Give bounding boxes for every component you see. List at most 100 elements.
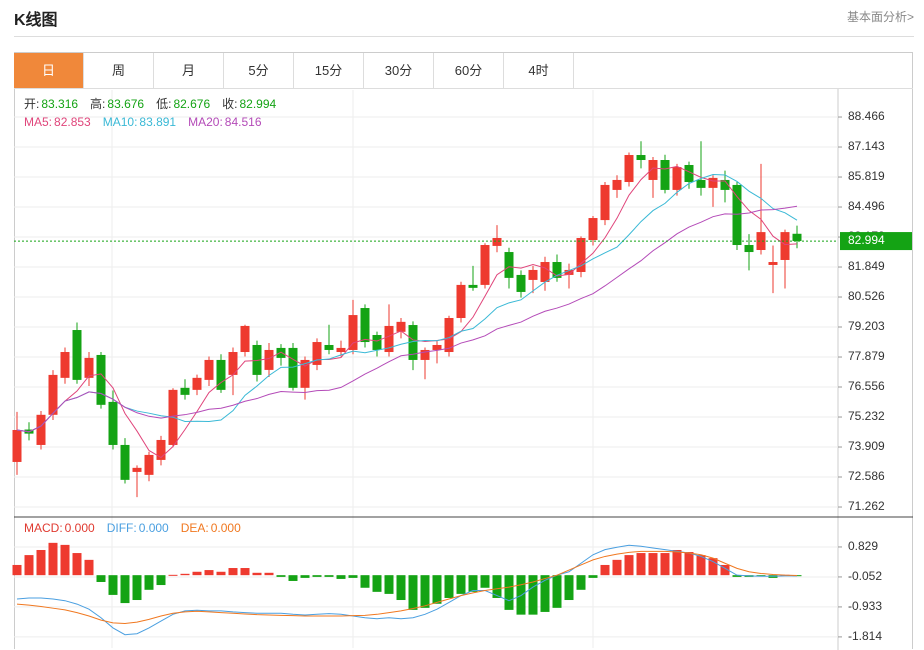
y-tick-label: -1.814	[848, 629, 882, 643]
candle-body	[672, 167, 682, 190]
candle-body	[552, 262, 562, 278]
indicator-label: 84.516	[225, 115, 262, 129]
macd-bar	[396, 575, 406, 601]
y-tick-label: 88.466	[848, 109, 885, 123]
y-tick-label: 72.586	[848, 469, 885, 483]
diff-line	[16, 544, 797, 636]
macd-bar	[384, 575, 394, 594]
candle-body	[732, 184, 742, 246]
indicator-label: 收:	[222, 97, 237, 111]
macd-bar	[528, 575, 538, 615]
macd-bar	[204, 570, 214, 576]
candle-body	[156, 439, 166, 460]
ma-line	[16, 173, 798, 433]
y-tick-label: 73.909	[848, 439, 885, 453]
macd-bar	[696, 555, 706, 576]
period-tab[interactable]: 60分	[434, 53, 504, 88]
fundamental-link[interactable]: 基本面分析>	[846, 10, 914, 24]
candle-body	[96, 354, 106, 405]
macd-bar	[600, 564, 610, 576]
period-tab[interactable]: 月	[154, 53, 224, 88]
candle-body	[276, 347, 286, 358]
candle-body	[348, 315, 358, 350]
macd-bar	[72, 553, 82, 576]
macd-bar	[564, 575, 574, 601]
macd-bar	[420, 575, 430, 608]
indicator-label: 83.676	[107, 97, 144, 111]
macd-bar	[708, 558, 718, 576]
candle-body	[324, 344, 334, 350]
macd-bar	[624, 555, 634, 576]
indicator-label: 83.316	[41, 97, 78, 111]
candle-body	[48, 374, 58, 415]
y-tick-label: -0.052	[848, 569, 882, 583]
macd-bar	[24, 555, 34, 576]
macd-bar	[228, 568, 238, 576]
period-tabs: 日周月 5分 15分 30分 60分 4时	[14, 53, 574, 88]
macd-bar	[408, 575, 418, 610]
candle-body	[444, 318, 454, 353]
macd-bar	[120, 575, 130, 604]
macd-bar	[144, 575, 154, 590]
ma-line	[16, 165, 798, 459]
candle-body	[780, 232, 790, 260]
indicator-label: MA5:	[24, 115, 52, 129]
macd-bar	[264, 572, 274, 576]
candle-body	[648, 160, 658, 180]
indicator-label: 低:	[156, 97, 171, 111]
candle-body	[192, 377, 202, 390]
macd-bar	[252, 572, 262, 576]
period-tab[interactable]: 15分	[294, 53, 364, 88]
indicator-label: MACD:	[24, 521, 63, 535]
candle-body	[708, 177, 718, 188]
candle-body	[696, 179, 706, 188]
period-tab[interactable]: 周	[84, 53, 154, 88]
candle-body	[312, 342, 322, 365]
last-price-box	[840, 232, 912, 251]
last-price-label: 82.994	[848, 233, 885, 247]
period-tab[interactable]: 5分	[224, 53, 294, 88]
macd-bar	[684, 552, 694, 576]
macd-bar	[516, 575, 526, 615]
macd-bar	[48, 542, 58, 576]
period-tab[interactable]: 日	[14, 53, 84, 88]
macd-bar	[720, 564, 730, 576]
candle-body	[540, 262, 550, 282]
macd-bar	[612, 559, 622, 576]
candle-body	[456, 284, 466, 319]
macd-bar	[96, 575, 106, 582]
macd-bar	[348, 575, 358, 578]
candle-body	[72, 330, 82, 380]
macd-bar	[156, 575, 166, 586]
period-tab[interactable]: 30分	[364, 53, 434, 88]
macd-bar	[84, 559, 94, 576]
macd-bar	[36, 549, 46, 576]
page-title: K线图	[14, 12, 58, 29]
candle-body	[120, 444, 130, 480]
candle-body	[36, 414, 46, 445]
macd-bar	[456, 575, 466, 594]
y-tick-label: 84.496	[848, 199, 885, 213]
period-tab[interactable]: 4时	[504, 53, 574, 88]
indicator-label: 开:	[24, 97, 39, 111]
macd-bar	[108, 575, 118, 595]
macd-bar	[480, 575, 490, 588]
candle-body	[420, 349, 430, 360]
candle-body	[60, 352, 70, 378]
macd-bar	[648, 553, 658, 576]
candle-body	[744, 245, 754, 253]
macd-bar	[576, 575, 586, 590]
candle-body	[768, 262, 778, 265]
candle-body	[240, 325, 250, 353]
candle-body	[288, 347, 298, 388]
candle-body	[336, 347, 346, 353]
divider	[14, 36, 914, 37]
candle-body	[516, 274, 526, 292]
candle-body	[432, 344, 442, 350]
candle-body	[480, 245, 490, 285]
y-tick-label: 71.262	[848, 499, 885, 513]
indicator-label: 82.853	[54, 115, 91, 129]
y-tick-label: 87.143	[848, 139, 885, 153]
macd-bar	[372, 575, 382, 592]
